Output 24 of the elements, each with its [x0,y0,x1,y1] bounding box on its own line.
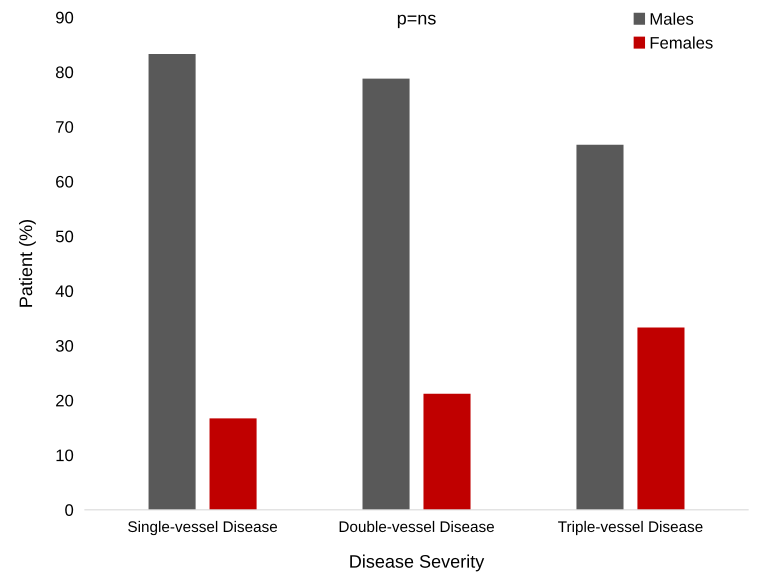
y-tick-label: 50 [56,230,74,242]
y-tick-label: 0 [65,504,74,516]
legend-label: Females [650,36,713,49]
bar [148,54,196,510]
y-axis-title: Patient (%) [18,220,36,307]
y-tick-label: 80 [56,66,74,78]
bar [362,78,410,510]
annotation: p=ns [398,14,436,28]
legend-label: Males [650,12,694,25]
x-tick-label: Single-vessel Disease [128,520,278,536]
y-tick-label: 40 [56,285,74,298]
bar [210,418,257,510]
bar [576,144,624,510]
x-axis-title: Disease Severity [350,554,484,572]
y-tick-label: 70 [56,121,74,133]
y-tick-label: 20 [56,394,74,407]
y-tick-label: 60 [56,176,74,188]
bar [637,328,684,510]
x-tick-label: Double-vessel Disease [340,520,494,532]
y-tick-label: 10 [56,449,74,462]
x-tick-label: Triple-vessel Disease [558,520,703,536]
bar [423,394,471,510]
y-tick-label: 90 [56,12,74,24]
y-tick-label: 30 [56,340,74,352]
